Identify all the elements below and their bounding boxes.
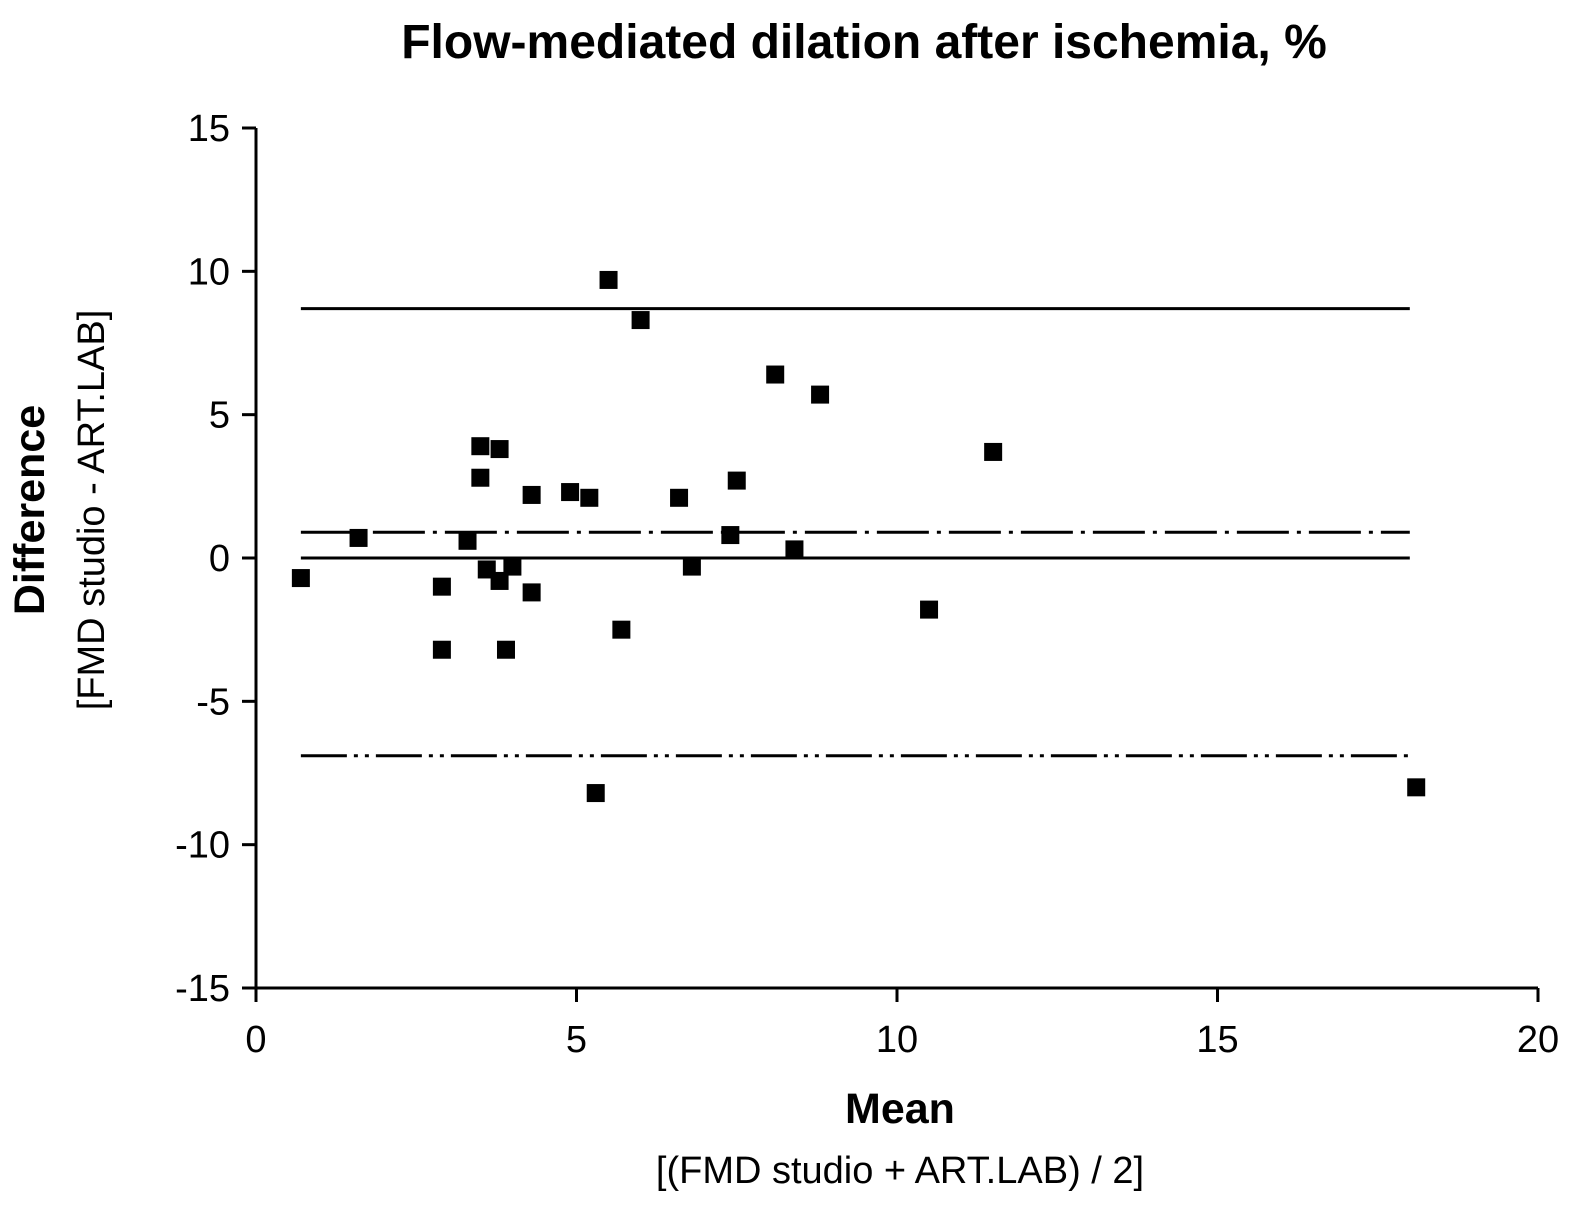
y-tick-label: 0 <box>209 538 230 580</box>
reference-lines <box>300 307 1410 758</box>
x-axis-subtitle: [(FMD studio + ART.LAB) / 2] <box>656 1150 1144 1192</box>
data-point <box>471 468 490 487</box>
x-axis-title: Mean <box>845 1085 955 1133</box>
data-points <box>291 270 1426 803</box>
data-point <box>920 600 939 619</box>
data-point <box>496 640 515 659</box>
data-point <box>631 311 650 330</box>
y-tick-label: 10 <box>188 251 230 293</box>
data-point <box>682 557 701 576</box>
data-point <box>490 571 509 590</box>
data-point <box>811 385 830 404</box>
data-point <box>580 488 599 507</box>
y-tick-label: 15 <box>188 108 230 150</box>
data-point <box>432 640 451 659</box>
y-tick-label: -5 <box>196 681 230 723</box>
x-tick-label: 10 <box>876 1019 918 1061</box>
y-tick-label: -10 <box>175 825 230 867</box>
y-tick-label: -15 <box>175 968 230 1010</box>
x-tick-label: 20 <box>1517 1019 1559 1061</box>
data-point <box>522 485 541 504</box>
data-point <box>1407 778 1426 797</box>
data-point <box>721 526 740 545</box>
data-point <box>612 620 631 639</box>
data-point <box>984 442 1003 461</box>
data-point <box>432 577 451 596</box>
x-tick-label: 15 <box>1196 1019 1238 1061</box>
data-point <box>349 528 368 547</box>
x-tick-label: 0 <box>245 1019 266 1061</box>
data-point <box>458 531 477 550</box>
chart-title: Flow-mediated dilation after ischemia, % <box>401 16 1327 69</box>
data-point <box>471 437 490 456</box>
data-point <box>503 557 522 576</box>
data-point <box>522 583 541 602</box>
data-point <box>586 784 605 803</box>
y-axis-title: Difference <box>6 405 54 615</box>
data-point <box>490 440 509 459</box>
y-axis-subtitle: [FMD studio - ART.LAB] <box>71 310 113 711</box>
data-point <box>291 569 310 588</box>
y-tick-label: 5 <box>209 395 230 437</box>
axes: 15 10 5 0 -5 -10 -15 0 5 10 15 20 <box>175 108 1559 1061</box>
x-tick-label: 5 <box>566 1019 587 1061</box>
data-point <box>599 270 618 289</box>
data-point <box>670 488 689 507</box>
data-point <box>766 365 785 384</box>
data-point <box>727 471 746 490</box>
data-point <box>561 483 580 502</box>
data-point <box>785 540 804 559</box>
